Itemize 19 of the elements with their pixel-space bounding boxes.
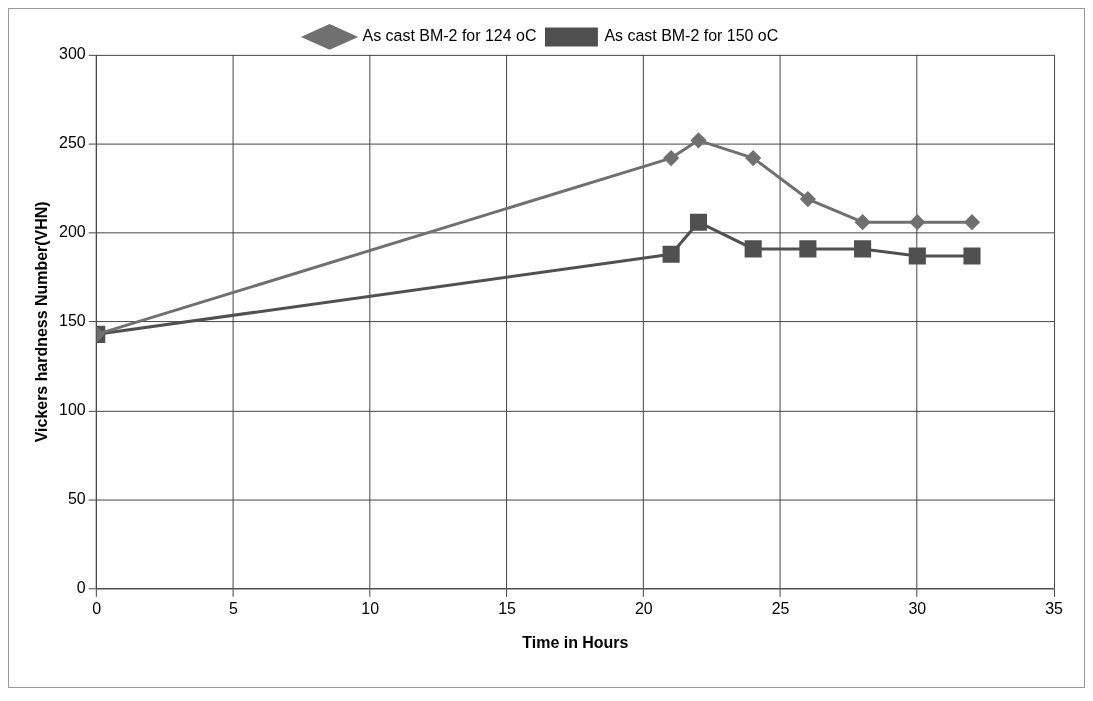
x-tick-label: 10	[361, 599, 380, 617]
legend-label: As cast BM-2 for 124 oC	[362, 27, 537, 45]
y-tick-label: 0	[76, 579, 86, 597]
x-tick-label: 20	[634, 599, 653, 617]
x-tick-label: 35	[1045, 599, 1064, 617]
y-tick-label: 100	[59, 401, 86, 419]
x-tick-label: 25	[771, 599, 790, 617]
legend-label: As cast BM-2 for 150 oC	[604, 27, 779, 45]
y-tick-label: 150	[59, 312, 86, 330]
x-tick-label: 30	[908, 599, 927, 617]
y-tick-label: 50	[67, 490, 86, 508]
y-tick-label: 250	[59, 134, 86, 152]
x-tick-label: 5	[229, 599, 239, 617]
y-tick-label: 300	[59, 45, 86, 63]
x-axis-title: Time in Hours	[522, 633, 629, 651]
x-tick-label: 15	[498, 599, 517, 617]
y-tick-label: 200	[59, 223, 86, 241]
x-tick-label: 0	[92, 599, 102, 617]
y-axis-title: Vickers hardness Number(VHN)	[32, 201, 50, 443]
